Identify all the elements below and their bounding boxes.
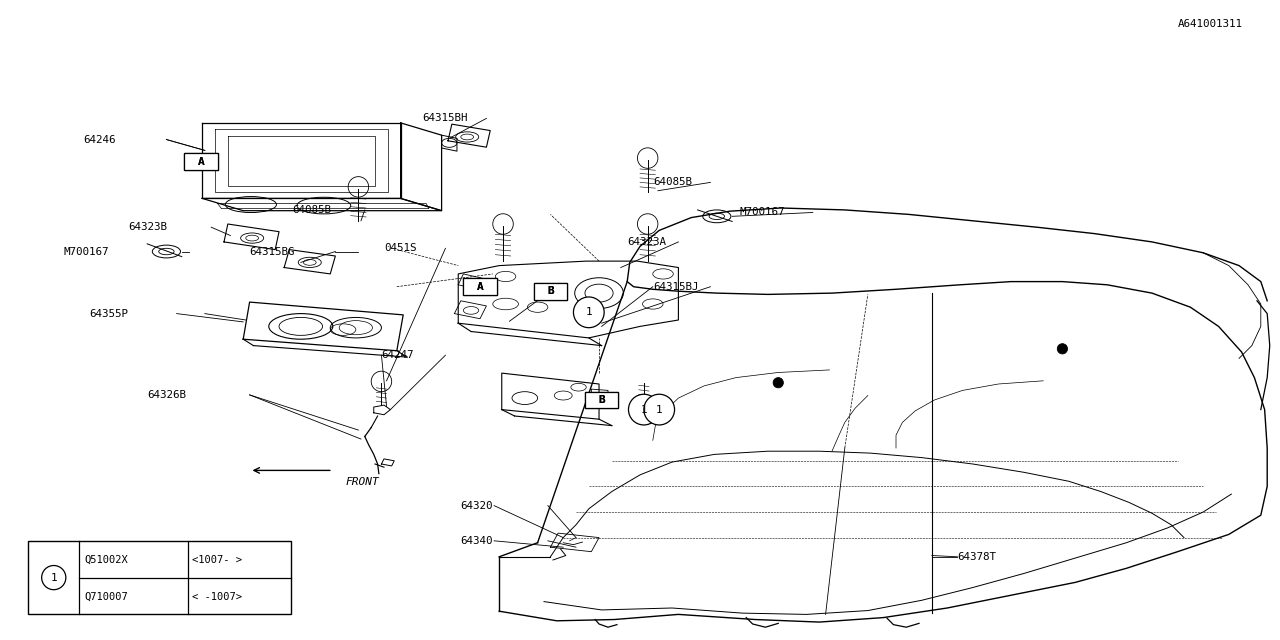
Text: 64247: 64247 (381, 350, 413, 360)
Bar (184, 154, 218, 170)
Circle shape (573, 297, 604, 328)
Text: 64378T: 64378T (957, 552, 996, 562)
Bar (534, 283, 567, 300)
Bar (463, 278, 497, 295)
Circle shape (773, 378, 783, 388)
Text: B: B (598, 395, 605, 405)
Text: 64323B: 64323B (128, 222, 166, 232)
Text: 64315BH: 64315BH (422, 113, 468, 124)
Text: 1: 1 (585, 307, 593, 317)
Circle shape (644, 394, 675, 425)
Text: 1: 1 (655, 404, 663, 415)
Text: 1: 1 (640, 404, 648, 415)
Bar (534, 283, 567, 300)
Text: A: A (197, 157, 205, 167)
Text: 0451S: 0451S (384, 243, 416, 253)
Bar (28, 541, 291, 614)
Text: B: B (547, 286, 554, 296)
Circle shape (42, 566, 65, 589)
Text: FRONT: FRONT (346, 477, 379, 487)
Text: 64323A: 64323A (627, 237, 666, 247)
Text: 64246: 64246 (83, 134, 115, 145)
Text: B: B (547, 286, 554, 296)
Text: A: A (476, 282, 484, 292)
Text: A641001311: A641001311 (1178, 19, 1243, 29)
Text: 64315BG: 64315BG (250, 246, 296, 257)
Text: 64326B: 64326B (147, 390, 186, 400)
Text: 64320: 64320 (461, 500, 493, 511)
Text: A: A (197, 157, 205, 167)
Text: 64085B: 64085B (292, 205, 330, 215)
Bar (184, 154, 218, 170)
Text: 64085B: 64085B (653, 177, 691, 188)
Text: B: B (598, 395, 605, 405)
Text: Q710007: Q710007 (84, 592, 128, 602)
Text: 1: 1 (50, 573, 58, 582)
Bar (585, 392, 618, 408)
Bar (585, 392, 618, 408)
Text: <1007- >: <1007- > (192, 555, 242, 565)
Text: 64340: 64340 (461, 536, 493, 546)
Text: M700167: M700167 (64, 246, 110, 257)
Text: 64315BJ: 64315BJ (653, 282, 699, 292)
Text: M700167: M700167 (740, 207, 786, 218)
Bar (463, 278, 497, 295)
Circle shape (628, 394, 659, 425)
Text: A: A (476, 282, 484, 292)
Text: Q51002X: Q51002X (84, 555, 128, 565)
Text: < -1007>: < -1007> (192, 592, 242, 602)
Text: 64355P: 64355P (90, 308, 128, 319)
Circle shape (1057, 344, 1068, 354)
